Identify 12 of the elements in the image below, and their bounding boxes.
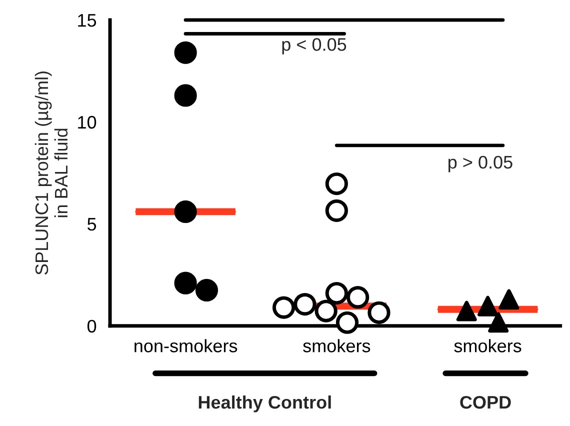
text: COPD xyxy=(460,396,511,409)
x-tick-label: smokers xyxy=(454,339,522,352)
x-tick-label: non-smokers xyxy=(134,339,238,352)
y-tick-label: 5 xyxy=(87,218,96,231)
y-tick-label: 0 xyxy=(87,320,96,333)
y-tick-label: 10 xyxy=(78,116,96,129)
y-tick-label: 15 xyxy=(78,14,96,27)
y-axis-title: SPLUNC1 protein (µg/ml) in BAL fluid xyxy=(34,72,68,275)
annotation: p < 0.05 xyxy=(282,38,346,54)
annotation: p > 0.05 xyxy=(448,156,512,172)
x-tick-label: smokers xyxy=(303,339,370,352)
text: Healthy Control xyxy=(198,395,331,412)
